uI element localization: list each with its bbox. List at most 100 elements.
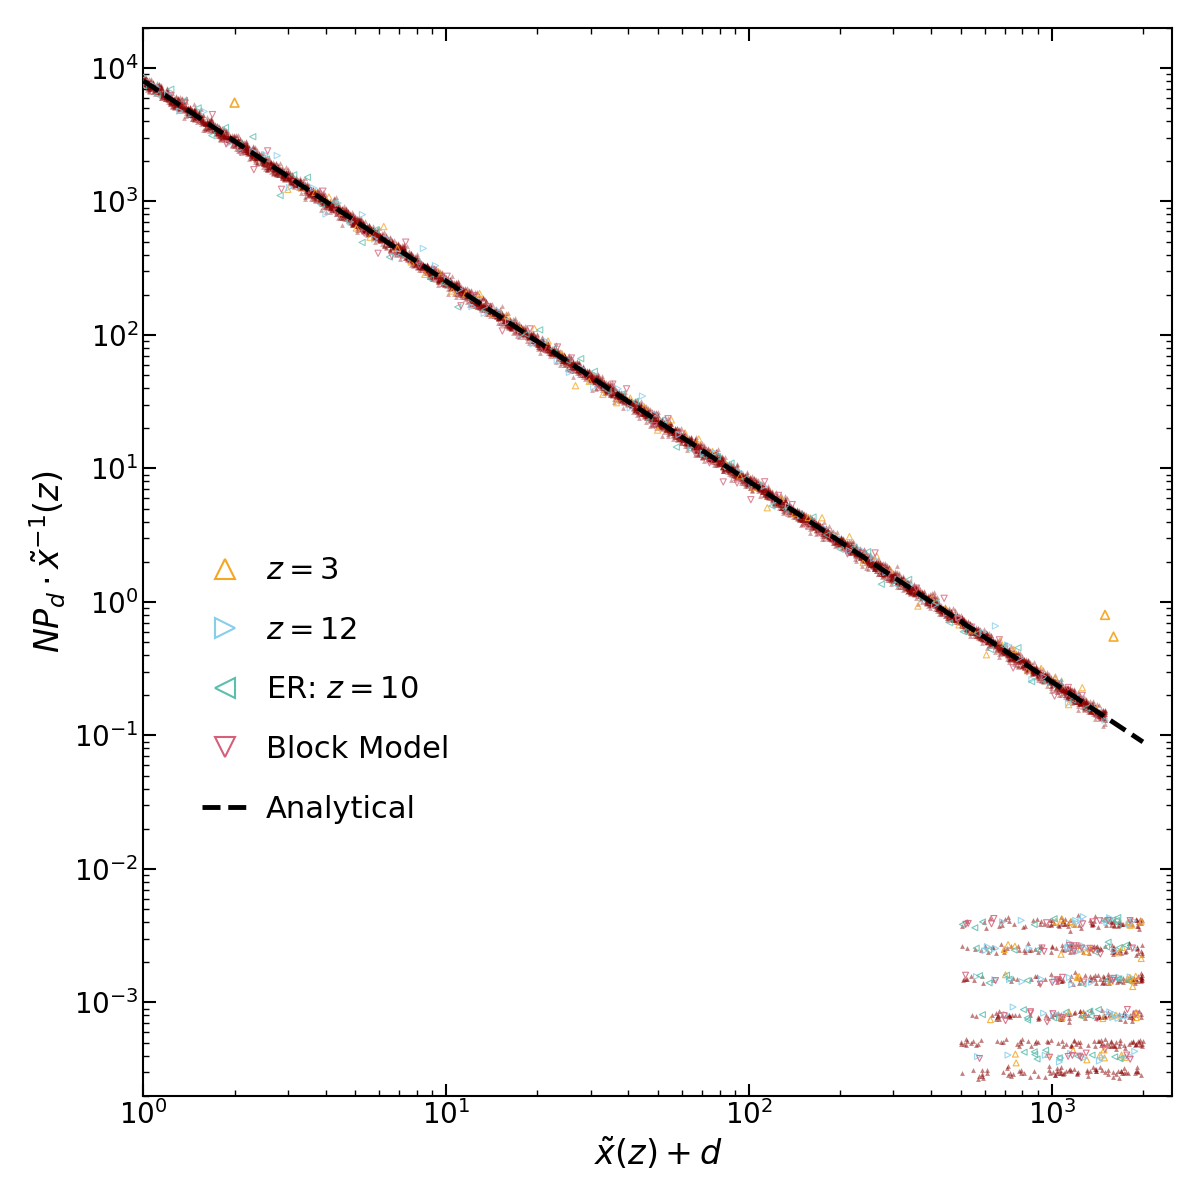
Point	[473, 296, 492, 316]
Point	[577, 366, 596, 385]
Point	[1064, 692, 1084, 712]
Point	[950, 616, 970, 635]
Point	[324, 193, 343, 212]
Point	[1040, 965, 1060, 984]
Point	[590, 372, 610, 391]
Point	[635, 398, 654, 418]
Point	[618, 390, 637, 409]
Point	[136, 74, 155, 94]
Point	[193, 106, 212, 125]
Point	[492, 304, 511, 323]
Point	[251, 148, 270, 167]
Point	[926, 595, 946, 614]
Point	[779, 496, 798, 515]
Point	[602, 386, 622, 406]
Point	[918, 589, 937, 608]
Point	[683, 438, 702, 457]
Point	[810, 518, 829, 538]
Point	[701, 449, 720, 468]
Point	[677, 433, 696, 452]
Point	[880, 563, 899, 582]
Point	[883, 566, 902, 586]
Point	[313, 190, 332, 209]
Point	[727, 463, 746, 482]
Point	[1085, 966, 1104, 985]
Point	[893, 574, 912, 593]
Point	[346, 210, 365, 229]
Point	[272, 180, 292, 199]
Point	[508, 318, 527, 337]
Point	[1016, 652, 1036, 671]
Point	[990, 636, 1009, 655]
Point	[554, 350, 574, 370]
Point	[373, 234, 392, 253]
Point	[569, 362, 588, 382]
Point	[1044, 674, 1063, 694]
Point	[155, 84, 174, 103]
Point	[300, 182, 319, 202]
Point	[766, 491, 785, 510]
Point	[940, 606, 959, 625]
Point	[584, 370, 604, 389]
Point	[847, 551, 866, 570]
Point	[581, 366, 600, 385]
Point	[590, 371, 610, 390]
Point	[492, 296, 511, 316]
Point	[647, 412, 666, 431]
Point	[434, 271, 454, 290]
Point	[1014, 918, 1033, 937]
Point	[222, 128, 241, 148]
Point	[454, 281, 473, 300]
Point	[876, 565, 895, 584]
Point	[515, 322, 534, 341]
Point	[1106, 967, 1126, 986]
Point	[559, 354, 578, 373]
Point	[354, 215, 373, 234]
Point	[1070, 968, 1090, 988]
Point	[408, 252, 427, 271]
Point	[1054, 680, 1073, 700]
Point	[737, 476, 756, 496]
Point	[755, 482, 774, 502]
Point	[1034, 1067, 1054, 1086]
Point	[883, 568, 902, 587]
Point	[142, 79, 161, 98]
Point	[222, 125, 241, 144]
Point	[1073, 689, 1092, 708]
Point	[1028, 1007, 1048, 1026]
Point	[647, 412, 666, 431]
Point	[774, 492, 793, 511]
Point	[1096, 1006, 1115, 1025]
Point	[998, 1066, 1018, 1085]
Point	[504, 323, 523, 342]
Point	[1013, 972, 1032, 991]
Point	[839, 532, 858, 551]
Point	[448, 277, 467, 296]
Point	[290, 175, 310, 194]
Point	[342, 202, 361, 221]
Point	[1038, 670, 1057, 689]
Point	[880, 558, 899, 577]
Point	[1129, 1032, 1148, 1051]
Point	[482, 301, 502, 320]
Point	[755, 480, 774, 499]
Point	[902, 577, 922, 596]
Point	[790, 509, 809, 528]
Point	[1080, 702, 1099, 721]
Point	[469, 293, 488, 312]
Point	[190, 101, 209, 120]
Point	[504, 314, 523, 334]
Point	[482, 302, 502, 322]
Point	[1030, 664, 1049, 683]
Point	[234, 138, 253, 157]
Point	[1061, 678, 1080, 697]
Point	[893, 574, 912, 593]
Point	[1132, 971, 1151, 990]
Point	[930, 599, 949, 618]
Point	[374, 230, 394, 250]
Point	[647, 419, 666, 438]
Point	[718, 458, 737, 478]
Point	[310, 184, 329, 203]
Point	[320, 199, 340, 218]
Point	[440, 280, 460, 299]
